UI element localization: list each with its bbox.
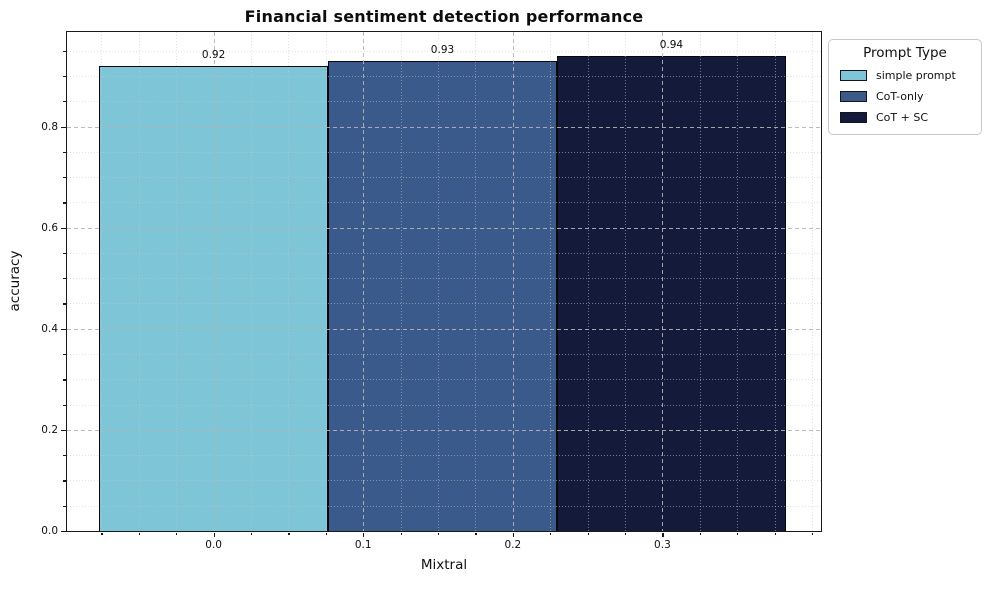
legend-item-label: CoT + SC [876,111,929,124]
legend-items: simple prompt CoT-only CoT + SC [835,65,975,128]
x-minor-tick [737,532,739,535]
x-minor-tick [288,532,290,535]
legend-item: CoT-only [835,86,975,107]
y-minor-tick [63,75,66,78]
y-minor-tick [63,303,66,305]
plot-area: 0.92 0.93 0.94 0.0 0.1 0.2 0.3 0.0 0.2 0.4 0.6 0.8 [41,31,822,551]
x-major-tick [512,532,514,537]
x-minor-tick [176,532,178,535]
x-major-tick [213,532,215,537]
x-minor-tick [625,532,627,535]
x-minor-tick [251,532,253,535]
bar-value-labels-layer: 0.92 0.93 0.94 [67,32,821,531]
y-minor-tick [63,252,66,255]
y-tick-label: 0.2 [41,423,58,436]
x-tick-label: 0.3 [654,539,671,551]
x-minor-tick [475,532,477,535]
x-minor-tick [812,532,814,535]
bar-simple-prompt [99,65,329,531]
y-minor-tick [63,404,66,406]
x-minor-tick [101,532,103,535]
legend-item: simple prompt [835,65,975,86]
y-tick-label: 0.6 [41,221,58,234]
x-minor-tick [550,532,552,535]
legend-swatch [840,70,867,81]
x-minor-tick [699,532,701,535]
y-minor-tick [63,480,66,482]
legend: Prompt Type simple prompt CoT-only CoT + S… [828,39,982,135]
y-minor-tick [63,177,66,179]
x-major-tick [662,532,664,537]
x-minor-tick [325,532,327,535]
x-minor-tick [438,532,440,535]
chart-title: Financial sentiment detection performanc… [244,7,644,26]
x-tick-label: 0.2 [504,539,522,551]
y-minor-tick [63,505,66,507]
legend-swatch [840,112,867,123]
x-minor-tick [400,532,402,535]
bar-cot-sc [556,55,786,531]
y-major-tick [61,531,66,533]
x-tick-label: 0.0 [205,539,222,551]
x-major-tick [363,532,365,537]
legend-item-label: CoT-only [876,90,924,103]
y-major-tick [61,328,66,330]
x-tick-label: 0.1 [354,539,372,551]
y-minor-tick [63,455,66,457]
y-axis-label: accuracy [7,250,23,312]
y-minor-tick [63,101,66,103]
y-minor-tick [63,278,66,280]
y-tick-label: 0.0 [41,525,58,537]
bar-value-label: 0.92 [201,48,226,61]
x-minor-tick [587,532,589,535]
y-minor-tick [63,151,66,153]
legend-item-label: simple prompt [876,69,956,82]
y-major-tick [61,126,66,128]
legend-swatch [840,91,867,102]
bar-value-label: 0.94 [659,38,684,51]
x-minor-tick [774,532,776,535]
y-tick-label: 0.8 [41,120,58,133]
y-tick-label: 0.4 [41,322,58,335]
y-minor-tick [63,379,66,381]
y-minor-tick [63,202,66,204]
bar-cot-only [328,60,557,531]
y-major-tick [61,227,66,229]
x-minor-tick [138,532,140,535]
bar-value-label: 0.93 [430,43,455,56]
bars-layer [67,32,821,531]
legend-title: Prompt Type [863,45,947,61]
y-major-tick [61,429,66,432]
x-axis-label: Mixtral [420,557,468,573]
legend-item: CoT + SC [835,107,975,128]
y-minor-tick [63,50,66,52]
y-minor-tick [63,354,66,356]
